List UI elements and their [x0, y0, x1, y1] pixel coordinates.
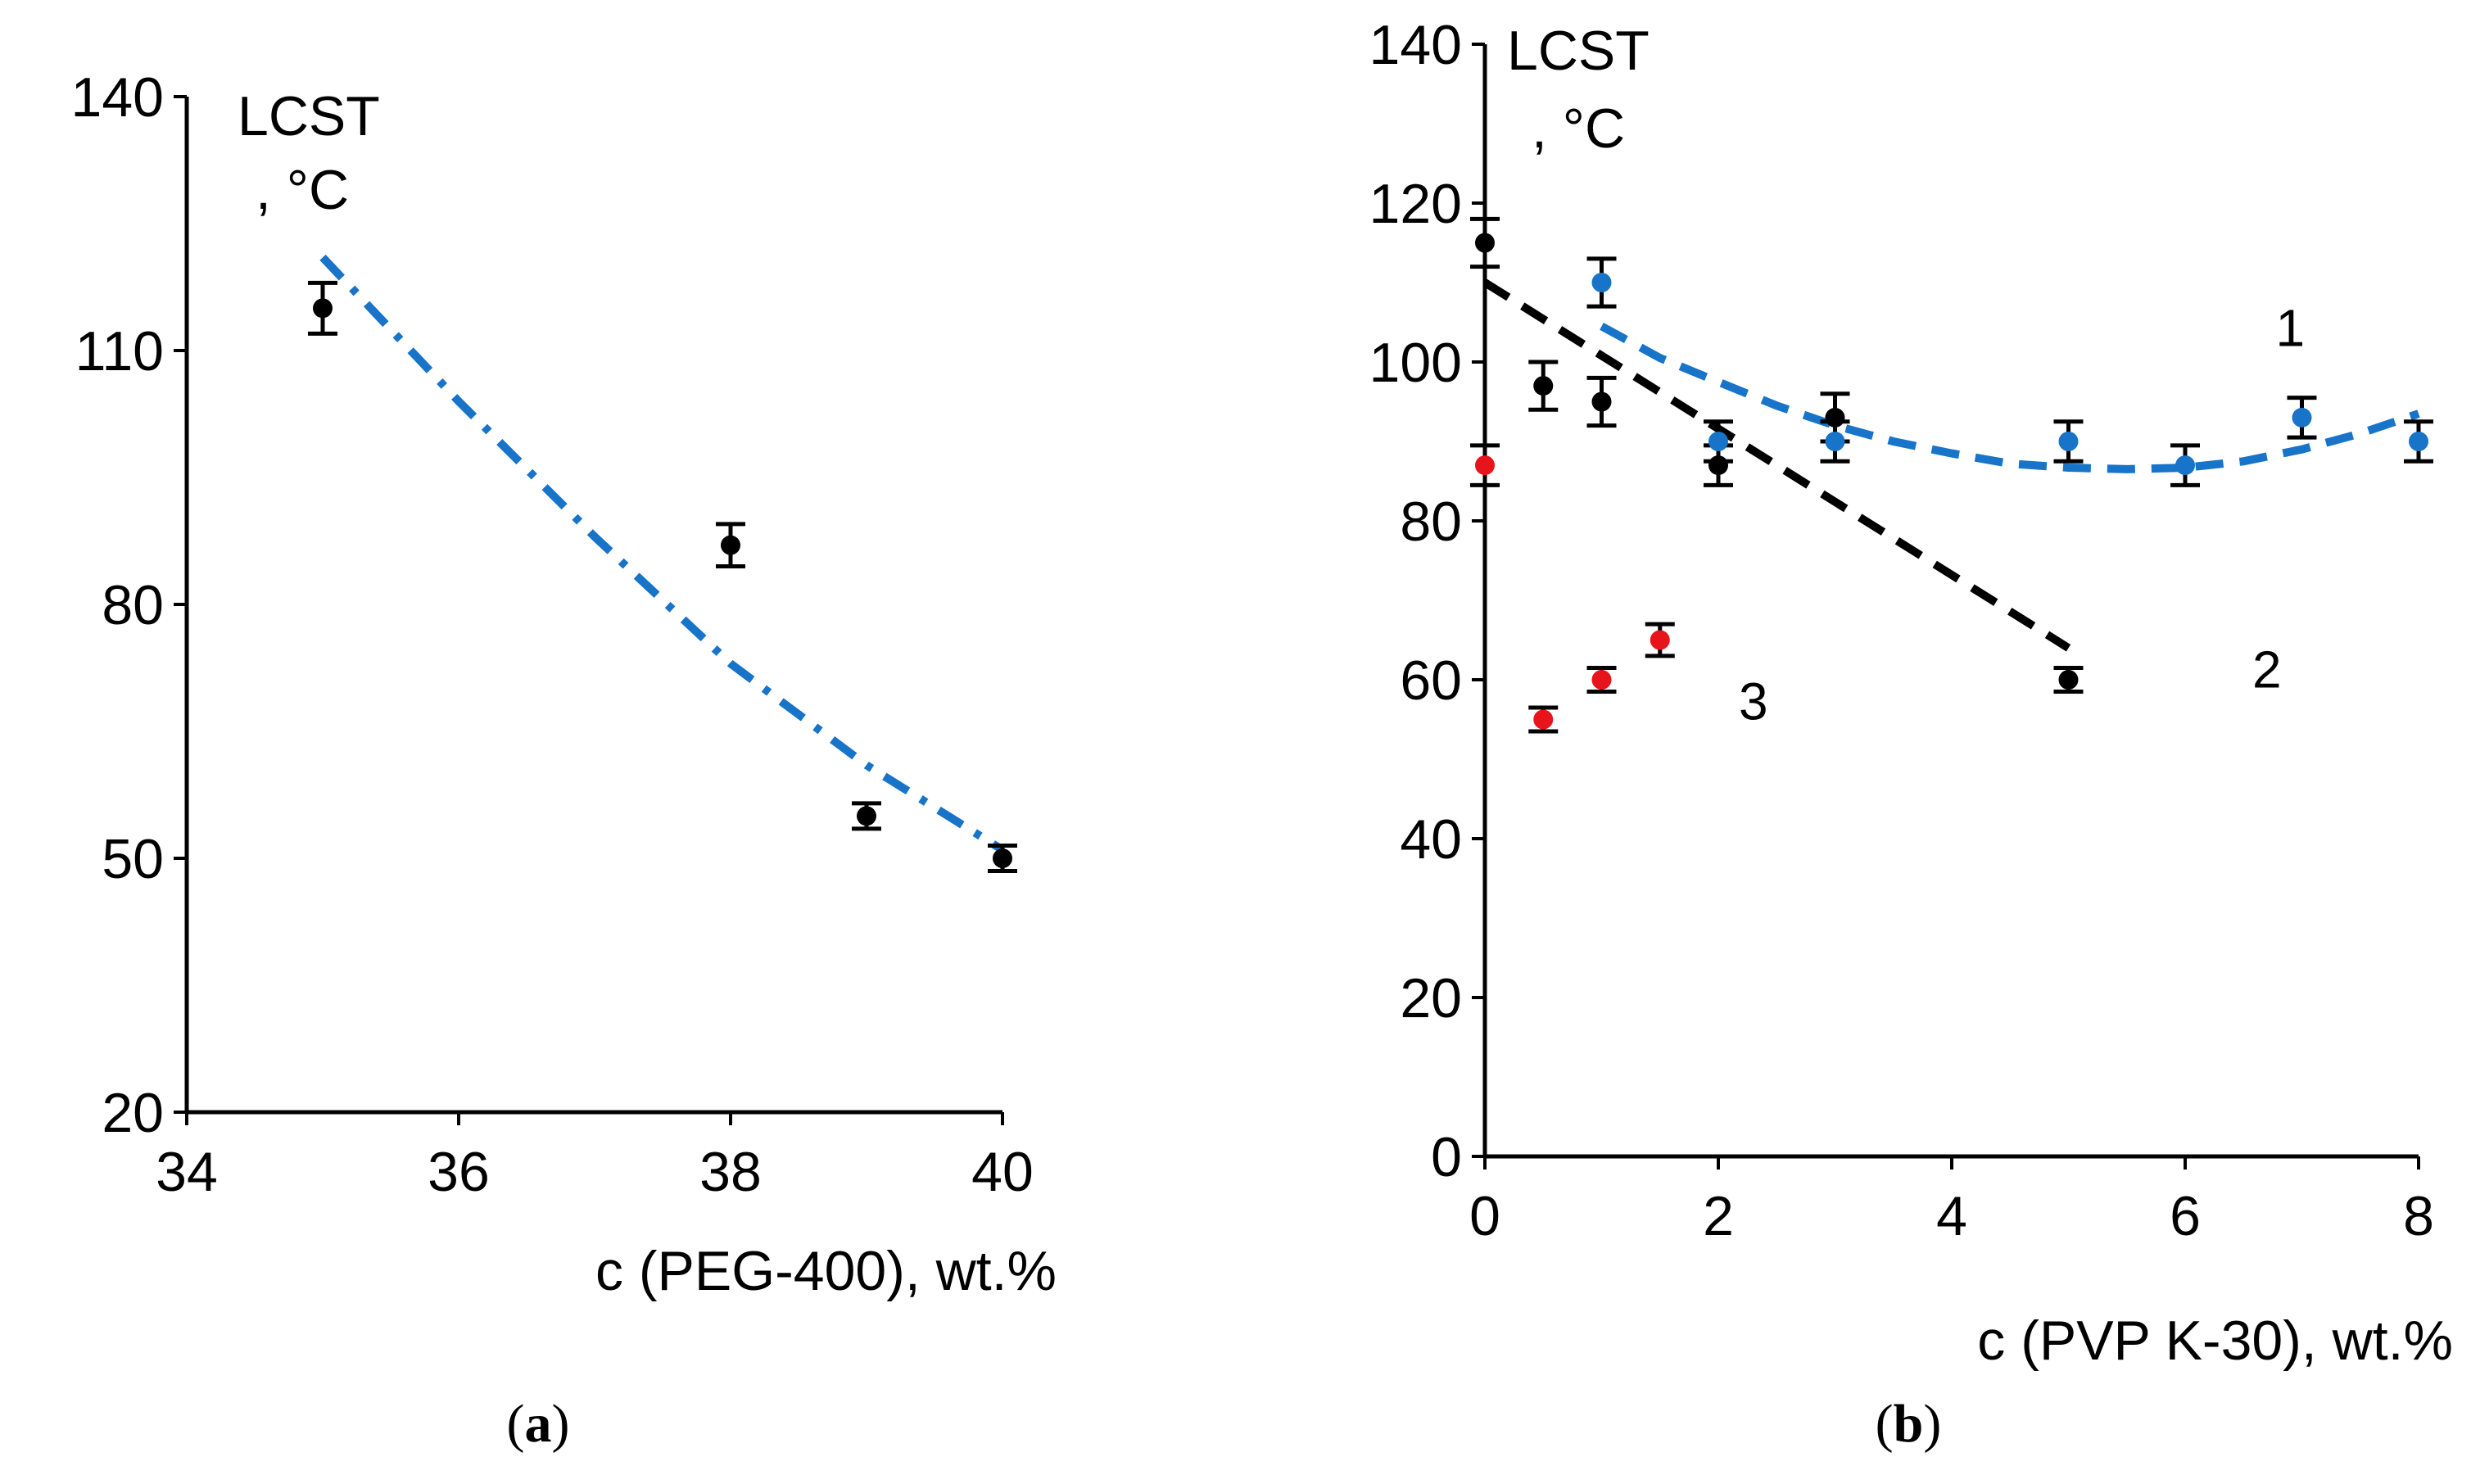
- y-tick-label: 110: [75, 320, 164, 382]
- data-point: [1470, 443, 1500, 487]
- data-point: [1704, 419, 1733, 464]
- y-axis-label-b-line1: LCST: [1507, 20, 1650, 82]
- x-tick-label: 40: [971, 1141, 1034, 1203]
- y-axis-label-a-line1: LCST: [238, 85, 380, 147]
- x-tick-label: 36: [428, 1141, 490, 1203]
- marker: [2292, 407, 2312, 428]
- y-axis-label-a-line2: , °C: [256, 159, 349, 221]
- data-points-a: [308, 280, 1017, 873]
- y-tick-label: 50: [102, 828, 164, 890]
- data-point: [308, 280, 337, 336]
- marker: [721, 535, 740, 555]
- y-tick-label: 20: [102, 1082, 164, 1144]
- y-tick-label: 0: [1431, 1126, 1462, 1188]
- y-tick-label: 20: [1400, 967, 1462, 1029]
- marker: [1591, 391, 1612, 412]
- trendline-1: [1600, 323, 2420, 473]
- x-tick-label: 34: [156, 1141, 218, 1203]
- x-tick-label: 4: [1936, 1185, 1967, 1247]
- marker: [1591, 273, 1612, 292]
- panel-label-b: (b): [1876, 1394, 1942, 1454]
- y-axis-label-b-line2: , °C: [1532, 97, 1625, 160]
- curve-labels-b: 1 2 3: [1739, 299, 2305, 731]
- x-axis-label-b: c (PVP K-30), wt.%: [1977, 1310, 2453, 1372]
- y-tick-label: 100: [1369, 332, 1462, 394]
- data-point: [1586, 665, 1617, 694]
- marker: [2058, 432, 2079, 451]
- data-point: [1528, 705, 1559, 734]
- chart-panel-b: 0 20 40 60 80 100 120 140 0 2 4 6 8 1 2 3 LCST , °C c …: [1369, 14, 2453, 1454]
- y-tick-label: 80: [1400, 491, 1462, 553]
- marker: [1650, 630, 1670, 650]
- y-tick-label: 120: [1369, 173, 1462, 235]
- marker: [1708, 432, 1728, 451]
- marker: [1475, 233, 1495, 253]
- curve-label-1: 1: [2275, 299, 2305, 358]
- x-axis-label-a: c (PEG-400), wt.%: [595, 1240, 1057, 1302]
- marker: [857, 806, 876, 826]
- data-point: [2053, 419, 2084, 464]
- chart-panel-a: 20 50 80 110 140 34 36 38 40 LCST , °C c (PEG-40…: [71, 66, 1057, 1454]
- data-point: [2053, 665, 2084, 694]
- marker: [2058, 670, 2079, 690]
- curve-label-3: 3: [1739, 672, 1768, 731]
- x-tick-label: 6: [2170, 1185, 2201, 1247]
- x-tick-label: 0: [1469, 1185, 1500, 1247]
- marker: [993, 848, 1012, 868]
- x-tick-label: 8: [2403, 1185, 2434, 1247]
- marker: [1591, 670, 1612, 690]
- data-point: [2404, 419, 2433, 464]
- trendlines-b: [1482, 278, 2420, 652]
- marker: [1825, 432, 1845, 451]
- y-tick-label: 40: [1400, 808, 1462, 871]
- data-point: [2170, 443, 2200, 487]
- data-point: [988, 844, 1017, 873]
- x-tick-label: 38: [699, 1141, 762, 1203]
- data-point: [1528, 360, 1559, 412]
- marker: [1533, 376, 1554, 396]
- marker: [1533, 709, 1554, 730]
- data-point: [1820, 419, 1850, 464]
- y-tick-label: 80: [102, 574, 164, 636]
- axes-b: 0 20 40 60 80 100 120 140 0 2 4 6 8: [1369, 14, 2434, 1247]
- axes-a: 20 50 80 110 140 34 36 38 40: [71, 66, 1034, 1203]
- data-point: [1470, 216, 1500, 269]
- marker: [1475, 455, 1495, 476]
- x-tick-label: 2: [1703, 1185, 1734, 1247]
- curve-label-2: 2: [2252, 640, 2282, 699]
- trendline-1: [319, 254, 1005, 853]
- data-points-b: [1470, 216, 2433, 734]
- y-tick-label: 60: [1400, 649, 1462, 712]
- trendlines-a: [319, 254, 1005, 853]
- trendline-2: [1482, 278, 2071, 652]
- panel-label-a: (a): [507, 1394, 570, 1454]
- marker: [2409, 432, 2428, 451]
- data-point: [852, 801, 881, 831]
- y-tick-label: 140: [71, 66, 164, 129]
- data-point: [1586, 375, 1617, 428]
- data-point: [716, 522, 745, 568]
- data-point: [1645, 622, 1675, 658]
- marker: [2175, 455, 2195, 476]
- y-tick-label: 140: [1369, 14, 1462, 76]
- data-point: [2287, 396, 2317, 440]
- data-point: [1586, 256, 1617, 309]
- marker: [313, 298, 333, 319]
